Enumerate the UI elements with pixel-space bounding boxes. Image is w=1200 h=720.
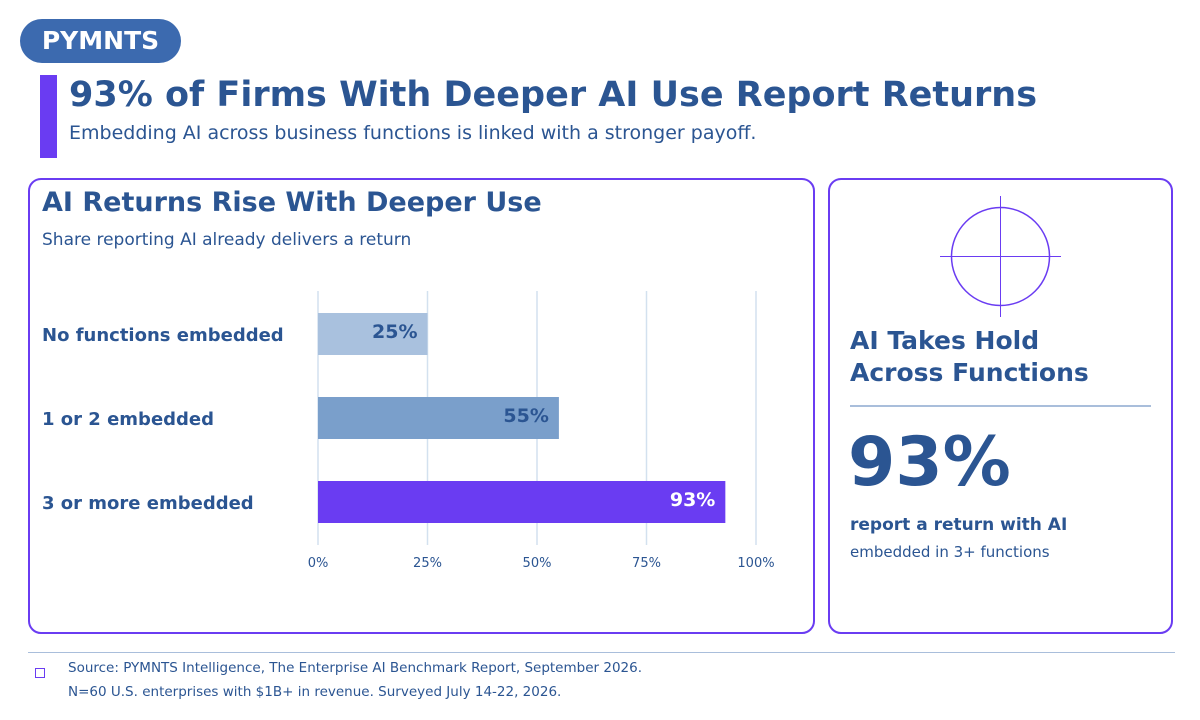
bar — [318, 313, 428, 355]
bar — [318, 481, 726, 523]
page-title: 93% of Firms With Deeper AI Use Report R… — [69, 75, 1038, 115]
kpi-caption-bold: report a return with AI — [850, 515, 1068, 535]
category-label: 1 or 2 embedded — [42, 409, 214, 430]
footer-note: N=60 U.S. enterprises with $1B+ in reven… — [68, 684, 562, 700]
tick-label: 25% — [413, 556, 442, 571]
kpi-caption: embedded in 3+ functions — [850, 543, 1050, 561]
kpi-heading: AI Takes Hold Across Functions — [850, 325, 1150, 389]
data-label: 25% — [372, 321, 417, 343]
title-accent-bar — [40, 75, 57, 158]
chart-panel — [28, 178, 815, 634]
page-subtitle: Embedding AI across business functions i… — [69, 122, 757, 144]
kpi-heading-line1: AI Takes Hold — [850, 326, 1040, 355]
bar — [318, 397, 559, 439]
kpi-panel — [828, 178, 1173, 634]
category-label: 3 or more embedded — [42, 493, 254, 514]
kpi-divider — [850, 405, 1151, 407]
tick-label: 0% — [308, 556, 329, 571]
category-label: No functions embedded — [42, 325, 284, 346]
data-label: 93% — [670, 489, 715, 511]
target-icon — [940, 196, 1061, 317]
tick-label: 50% — [523, 556, 552, 571]
kpi-value: 93% — [848, 423, 1011, 502]
data-label: 55% — [503, 405, 548, 427]
source-icon — [35, 668, 45, 678]
kpi-heading-line2: Across Functions — [850, 358, 1089, 387]
footer-source: Source: PYMNTS Intelligence, The Enterpr… — [68, 660, 643, 676]
tick-label: 100% — [737, 556, 774, 571]
footer-divider — [28, 652, 1175, 653]
chart-subtitle: Share reporting AI already delivers a re… — [42, 230, 412, 250]
chart-title: AI Returns Rise With Deeper Use — [42, 187, 542, 218]
tick-label: 75% — [632, 556, 661, 571]
brand-logo: PYMNTS — [20, 19, 181, 63]
